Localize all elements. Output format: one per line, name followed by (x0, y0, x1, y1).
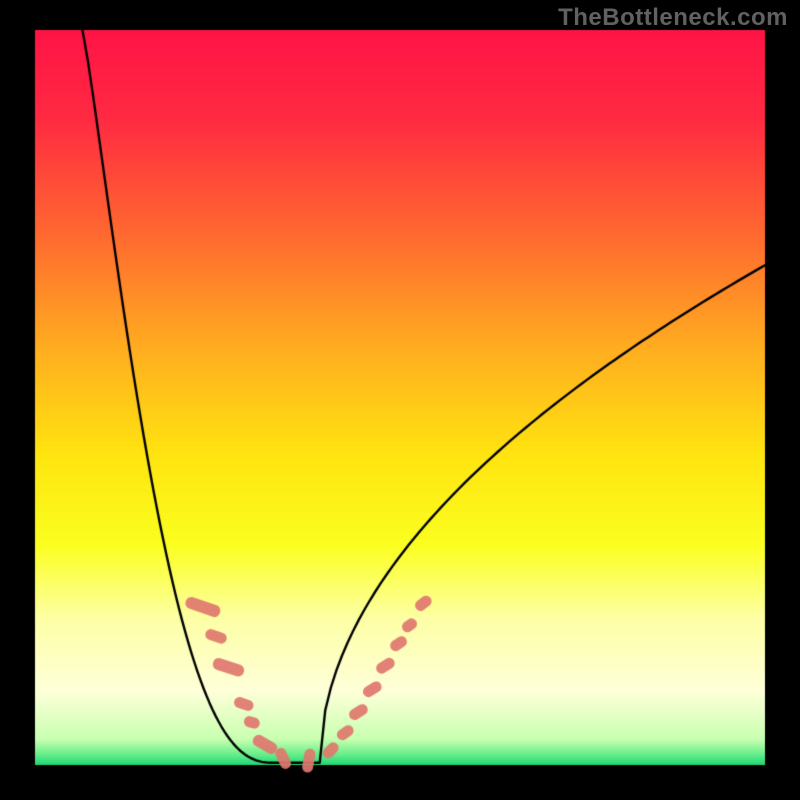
chart-stage: TheBottleneck.com (0, 0, 800, 800)
series-markers (0, 0, 800, 800)
watermark-label: TheBottleneck.com (558, 4, 788, 32)
